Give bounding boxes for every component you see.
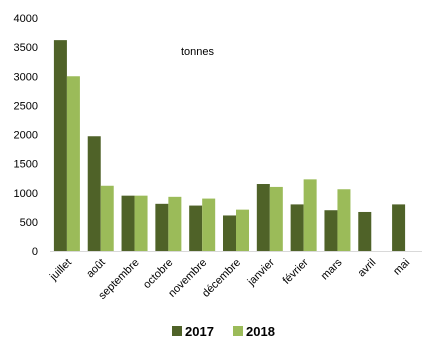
bar-2017-mars (324, 210, 338, 251)
legend-label-2017: 2017 (185, 324, 214, 339)
bar-2017-novembre (189, 205, 203, 251)
bar-2017-octobre (155, 203, 169, 251)
bar-2017-février (290, 204, 304, 251)
y-tick-label: 3000 (14, 71, 38, 83)
y-tick-label: 2000 (14, 130, 38, 142)
y-tick-label: 500 (20, 217, 38, 229)
bar-2018-janvier (269, 186, 283, 251)
unit-annotation: tonnes (181, 46, 215, 58)
legend-swatch-2017 (172, 326, 182, 336)
y-tick-label: 2500 (14, 100, 38, 112)
y-tick-label: 0 (32, 246, 38, 258)
bar-2018-mars (337, 189, 351, 251)
bar-2017-décembre (223, 215, 236, 251)
y-axis-tick-labels: 0 500 1000 1500 2000 2500 3000 3500 4000 (14, 13, 38, 258)
bar-2018-novembre (202, 198, 216, 251)
y-tick-label: 3500 (14, 42, 38, 54)
bar-2017-septembre (121, 195, 135, 251)
y-tick-label: 1500 (14, 159, 38, 171)
y-tick-label: 4000 (14, 13, 38, 25)
bar-2017-août (87, 136, 101, 251)
bar-2018-décembre (236, 209, 249, 251)
bar-2017-mai (392, 204, 406, 251)
legend-swatch-2018 (233, 326, 243, 336)
x-category-label: août (84, 257, 108, 281)
bar-2017-juillet (53, 40, 67, 252)
bar-2018-octobre (168, 196, 182, 251)
bar-2018-février (303, 179, 317, 251)
x-category-label: juillet (47, 257, 74, 284)
bar-2018-juillet (66, 76, 80, 251)
y-tick-label: 1000 (14, 188, 38, 200)
x-category-label: avril (356, 257, 379, 280)
x-category-label: janvier (245, 256, 277, 288)
legend: 2017 2018 (172, 324, 275, 339)
bars (53, 40, 406, 252)
x-category-label: mars (319, 256, 345, 282)
bar-2018-septembre (134, 195, 148, 251)
bar-2017-janvier (256, 184, 270, 251)
bar-2018-août (100, 185, 114, 251)
x-category-label: mai (391, 257, 412, 278)
x-category-label: février (281, 256, 311, 286)
bar-2017-avril (358, 211, 372, 251)
legend-label-2018: 2018 (246, 324, 275, 339)
